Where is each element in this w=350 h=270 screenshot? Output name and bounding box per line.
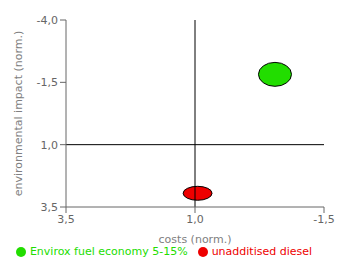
svg-text:-1,5: -1,5 (37, 76, 58, 89)
svg-text:1,0: 1,0 (41, 139, 59, 152)
svg-text:1,0: 1,0 (186, 213, 204, 226)
svg-text:3,5: 3,5 (57, 213, 75, 226)
html-text:unadditised diesel: unadditised diesel (211, 245, 313, 258)
svg-text:environmental impact (norm.): environmental impact (norm.) (12, 31, 25, 197)
svg-text:costs (norm.): costs (norm.) (159, 233, 232, 246)
svg-text:-1,5: -1,5 (313, 213, 334, 226)
svg-text:3,5: 3,5 (41, 201, 59, 214)
html-text:Envirox fuel economy 5-15%: Envirox fuel economy 5-15% (29, 245, 188, 258)
svg-text:-4,0: -4,0 (37, 14, 58, 27)
